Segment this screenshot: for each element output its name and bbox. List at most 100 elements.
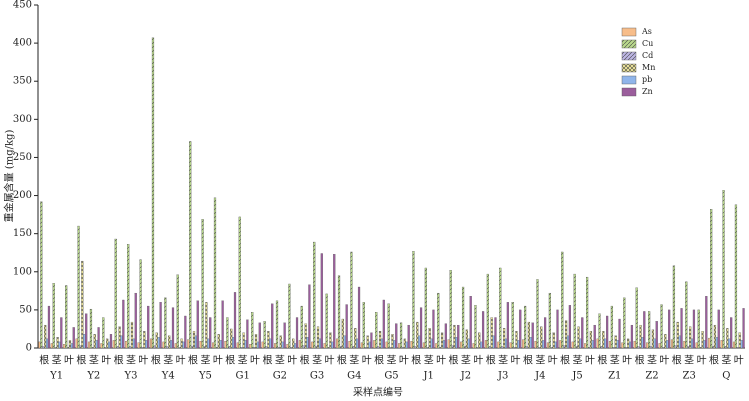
bar bbox=[513, 347, 516, 349]
bar bbox=[646, 342, 649, 349]
bar bbox=[648, 311, 651, 349]
group-label: Z1 bbox=[608, 371, 621, 382]
bar bbox=[360, 342, 364, 349]
bar bbox=[329, 332, 332, 349]
bar bbox=[313, 241, 316, 349]
bar bbox=[249, 344, 252, 349]
x-tick-label: 叶 bbox=[511, 355, 521, 367]
legend-swatch bbox=[621, 39, 637, 49]
bar bbox=[58, 341, 61, 349]
bar bbox=[203, 346, 206, 349]
bar bbox=[447, 339, 450, 349]
group-label: Y2 bbox=[86, 371, 100, 382]
bar bbox=[625, 347, 628, 349]
legend-label: As bbox=[641, 27, 652, 36]
bar bbox=[246, 319, 249, 349]
bar bbox=[637, 346, 640, 349]
bar bbox=[100, 343, 103, 349]
group-label: Y1 bbox=[49, 371, 63, 382]
bar bbox=[166, 346, 169, 349]
bar bbox=[600, 346, 603, 349]
bar bbox=[687, 346, 690, 349]
bar bbox=[380, 338, 384, 349]
bar bbox=[336, 338, 339, 349]
bar bbox=[93, 334, 96, 349]
bar bbox=[685, 281, 688, 349]
x-tick-label: 根 bbox=[262, 354, 272, 367]
legend-swatch bbox=[621, 63, 637, 73]
bar bbox=[370, 332, 373, 349]
legend-swatch bbox=[621, 51, 637, 61]
bar bbox=[668, 309, 671, 349]
bar bbox=[618, 318, 621, 349]
y-tick-label: 50 bbox=[19, 304, 32, 315]
x-tick-label: 茎 bbox=[275, 355, 285, 367]
bar bbox=[418, 335, 421, 349]
group-label: J2 bbox=[460, 371, 471, 382]
x-tick-label: 根 bbox=[76, 354, 86, 367]
x-tick-label: 根 bbox=[188, 354, 198, 367]
bar bbox=[740, 340, 743, 349]
x-tick-label: 根 bbox=[151, 354, 161, 367]
bar bbox=[366, 335, 369, 349]
bar bbox=[364, 347, 367, 349]
bar bbox=[315, 346, 318, 349]
bar bbox=[486, 273, 489, 349]
bar bbox=[478, 332, 481, 349]
bar bbox=[628, 341, 632, 349]
x-tick-label: 叶 bbox=[399, 355, 409, 367]
y-tick-label: 400 bbox=[13, 38, 32, 49]
bar bbox=[523, 305, 527, 349]
bar bbox=[178, 347, 181, 349]
bar bbox=[705, 296, 708, 349]
bar bbox=[701, 331, 704, 349]
bar bbox=[546, 342, 550, 349]
bar bbox=[566, 335, 570, 349]
bar bbox=[393, 340, 396, 349]
group-label: J3 bbox=[497, 371, 508, 382]
bar bbox=[116, 346, 119, 349]
x-tick-label: 茎 bbox=[535, 355, 545, 367]
bar bbox=[635, 287, 638, 349]
bar bbox=[660, 304, 663, 349]
bar bbox=[581, 317, 584, 349]
bar bbox=[213, 197, 217, 349]
bar bbox=[717, 309, 720, 349]
bar bbox=[283, 322, 286, 349]
bar bbox=[608, 340, 612, 349]
bar bbox=[563, 345, 566, 349]
bar bbox=[91, 347, 94, 349]
x-tick-label: 茎 bbox=[312, 355, 322, 367]
bar bbox=[649, 346, 653, 349]
bar bbox=[703, 340, 706, 349]
legend-swatch bbox=[621, 27, 637, 37]
bar bbox=[106, 338, 109, 349]
bar bbox=[653, 338, 656, 349]
bar bbox=[155, 332, 158, 349]
y-tick-label: 150 bbox=[13, 228, 32, 239]
bar bbox=[169, 340, 173, 349]
bar bbox=[263, 321, 266, 349]
x-tick-label: 茎 bbox=[573, 355, 583, 367]
bar bbox=[405, 341, 408, 349]
x-tick-label: 叶 bbox=[64, 355, 74, 367]
x-tick-label: 根 bbox=[635, 354, 645, 367]
bar bbox=[531, 322, 534, 349]
bar bbox=[356, 338, 359, 349]
bar bbox=[575, 346, 578, 349]
bar bbox=[277, 347, 281, 349]
group-label: G5 bbox=[384, 371, 398, 382]
bar bbox=[306, 337, 309, 349]
bar bbox=[680, 308, 683, 349]
bar bbox=[604, 338, 607, 349]
bar bbox=[639, 324, 642, 349]
bar bbox=[125, 340, 128, 349]
bar bbox=[494, 317, 497, 349]
bar bbox=[87, 341, 91, 349]
bar bbox=[509, 342, 512, 349]
bar bbox=[228, 346, 231, 349]
bar bbox=[375, 312, 378, 349]
x-tick-label: 茎 bbox=[498, 355, 508, 367]
bar bbox=[327, 347, 330, 349]
